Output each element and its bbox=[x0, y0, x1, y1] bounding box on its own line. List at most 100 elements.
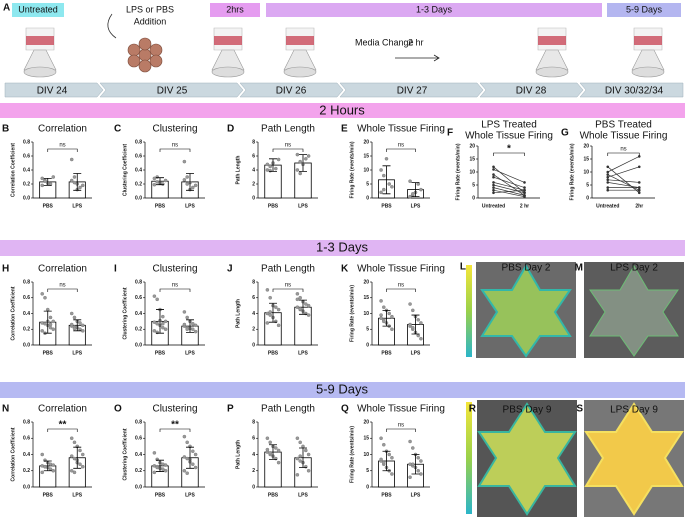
data-point bbox=[637, 191, 641, 195]
div-label: DIV 30/32/34 bbox=[605, 86, 664, 97]
data-point bbox=[390, 455, 394, 460]
y-tick-label: 0.4 bbox=[23, 452, 30, 458]
data-point bbox=[274, 166, 278, 171]
y-tick-label: 0.6 bbox=[135, 436, 142, 442]
panel-letter: C bbox=[114, 124, 121, 135]
data-point bbox=[637, 186, 641, 189]
data-point bbox=[268, 313, 272, 317]
chart-title: Correlation bbox=[38, 124, 87, 135]
paired-line bbox=[493, 176, 525, 188]
data-point bbox=[295, 292, 300, 296]
div-label: DIV 25 bbox=[157, 86, 188, 97]
y-tick-label: 0.8 bbox=[135, 139, 142, 145]
data-point bbox=[268, 168, 272, 173]
significance-label: ns bbox=[172, 283, 178, 289]
data-point bbox=[182, 310, 187, 314]
data-point bbox=[390, 472, 394, 476]
significance-label: ns bbox=[59, 283, 65, 289]
vial bbox=[535, 27, 569, 78]
data-point bbox=[276, 460, 281, 465]
panel-letter: K bbox=[341, 264, 349, 275]
phase-box bbox=[266, 3, 602, 17]
data-point bbox=[268, 451, 272, 455]
data-point bbox=[419, 459, 423, 463]
data-point bbox=[78, 321, 82, 325]
x-tick-label: LPS bbox=[298, 350, 308, 356]
data-point bbox=[606, 181, 610, 184]
data-point bbox=[72, 315, 77, 320]
error-bar bbox=[156, 309, 164, 334]
data-point bbox=[191, 449, 195, 453]
y-tick-label: 8 bbox=[252, 139, 255, 145]
chart-title: Whole Tissue Firing bbox=[357, 404, 445, 415]
y-tick-label: 0.0 bbox=[23, 484, 30, 490]
addition-label: LPS or PBS bbox=[126, 4, 174, 14]
chart-title: Clustering bbox=[152, 264, 197, 275]
error-bar bbox=[73, 319, 82, 332]
data-point bbox=[193, 183, 198, 188]
y-tick-label: 0.2 bbox=[135, 468, 142, 474]
y-tick-label: 0.6 bbox=[23, 153, 30, 159]
phase-box bbox=[210, 3, 260, 17]
error-bar bbox=[269, 158, 277, 172]
y-tick-label: 0 bbox=[252, 195, 255, 201]
y-tick-label: 0.8 bbox=[23, 139, 30, 145]
data-point bbox=[637, 188, 641, 192]
y-tick-label: 0.2 bbox=[23, 181, 30, 187]
paired-line bbox=[607, 166, 640, 194]
significance-bracket bbox=[493, 152, 525, 156]
y-tick-label: 0 bbox=[472, 195, 475, 201]
x-tick-label: PBS bbox=[381, 350, 392, 356]
vial bbox=[23, 27, 57, 78]
data-point bbox=[408, 302, 412, 306]
data-point bbox=[295, 305, 300, 309]
data-point bbox=[152, 451, 157, 455]
y-axis-label: Firing Rate (events/min) bbox=[349, 285, 355, 342]
data-point bbox=[40, 452, 44, 457]
significance-label: ns bbox=[398, 283, 404, 289]
y-tick-label: 5 bbox=[586, 182, 589, 188]
chart-title: LPS Treated bbox=[481, 120, 537, 131]
data-point bbox=[268, 440, 272, 445]
data-point bbox=[182, 434, 187, 439]
chart-title: Whole Tissue Firing bbox=[580, 131, 668, 142]
data-point bbox=[387, 311, 391, 316]
y-tick-label: 20 bbox=[363, 139, 369, 145]
x-tick-label: PBS bbox=[268, 350, 279, 356]
div-label: DIV 27 bbox=[397, 86, 428, 97]
phase-label: 2hrs bbox=[226, 4, 244, 14]
image-title: LPS Day 2 bbox=[610, 263, 658, 274]
image-title: PBS Day 9 bbox=[503, 405, 552, 416]
x-tick-label: PBS bbox=[381, 203, 392, 209]
data-point bbox=[390, 314, 394, 319]
chart-title: Clustering bbox=[152, 404, 197, 415]
panel-letter: S bbox=[576, 404, 583, 415]
data-point bbox=[161, 314, 165, 319]
chart-title: Path Length bbox=[261, 124, 315, 135]
data-point bbox=[182, 455, 187, 459]
panel-letter: J bbox=[227, 264, 233, 275]
network bbox=[584, 402, 684, 516]
data-point bbox=[182, 178, 187, 182]
error-bar bbox=[382, 450, 391, 472]
panel-letter: N bbox=[2, 404, 9, 415]
data-point bbox=[72, 470, 77, 475]
data-point bbox=[379, 190, 383, 195]
data-point bbox=[306, 468, 311, 473]
y-axis-label: Clustering Coefficient bbox=[122, 287, 128, 339]
y-tick-label: 0 bbox=[586, 195, 589, 201]
data-point bbox=[193, 465, 198, 470]
y-tick-label: 0.8 bbox=[135, 419, 142, 425]
data-point bbox=[161, 325, 165, 330]
y-tick-label: 0.2 bbox=[135, 181, 142, 187]
data-point bbox=[72, 456, 77, 461]
vial bbox=[211, 27, 245, 78]
y-tick-label: 0.8 bbox=[23, 279, 30, 285]
data-point bbox=[48, 322, 53, 327]
paired-line bbox=[607, 179, 640, 183]
data-point bbox=[185, 315, 189, 320]
data-point bbox=[155, 180, 159, 184]
data-point bbox=[298, 459, 302, 463]
y-axis-label: Path Length bbox=[235, 299, 241, 328]
data-point bbox=[606, 165, 610, 169]
